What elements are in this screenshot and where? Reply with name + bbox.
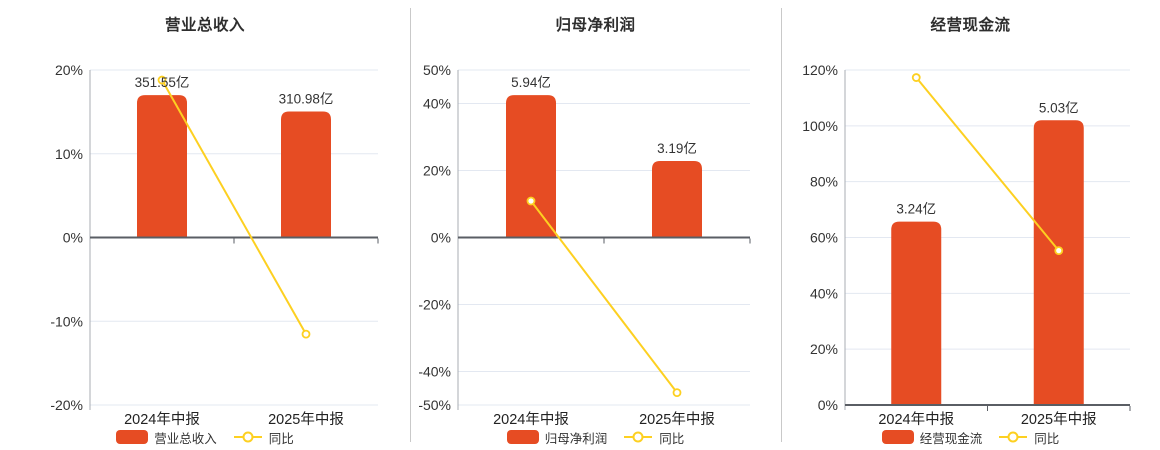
bar-column-1[interactable]: [281, 111, 331, 238]
chart-title-operating-cash-flow: 经营现金流: [930, 17, 1011, 34]
chart-panel-operating-revenue: 营业总收入 20% 10% 0% -10% -20% 351.55亿 310.98亿 2024…: [0, 0, 410, 450]
y-axis-tick-label: -20%: [418, 297, 451, 313]
operating-cash-flow-chart: 120% 100% 80% 60% 40% 20% 0% 3.24亿 5.03亿 2024年中报 2…: [802, 62, 1131, 428]
y-axis-tick-label: 40%: [810, 285, 838, 301]
yoy-point-marker-1[interactable]: [1054, 246, 1064, 256]
yoy-line[interactable]: [915, 76, 1060, 252]
y-axis-tick-label: 0%: [818, 397, 838, 413]
y-axis-tick-label: 40%: [423, 96, 451, 112]
bar-value-label: 3.24亿: [896, 202, 936, 217]
bar-value-label: 5.03亿: [1039, 100, 1079, 115]
chart-legend: 经营现金流 同比: [781, 428, 1160, 446]
y-axis-tick-label: 0%: [63, 230, 83, 246]
x-category-label: 2025年中报: [268, 411, 344, 428]
y-axis-tick-label: 50%: [423, 62, 451, 78]
y-axis-tick-label: 80%: [810, 174, 838, 190]
y-axis-tick-label: 20%: [810, 341, 838, 357]
y-axis-tick-label: -10%: [50, 313, 83, 329]
bar-series-swatch-icon: [506, 430, 539, 444]
legend-line-label: 同比: [1034, 431, 1060, 446]
y-axis-tick-label: 100%: [802, 118, 838, 134]
legend-item-bar[interactable]: 营业总收入: [116, 428, 217, 447]
y-axis-tick-label: -20%: [50, 397, 83, 413]
y-axis-tick-label: 120%: [802, 62, 838, 78]
yoy-point-marker-1[interactable]: [301, 329, 311, 339]
legend-item-line[interactable]: 同比: [233, 428, 294, 447]
legend-item-bar[interactable]: 归母净利润: [506, 428, 608, 447]
y-axis-tick-label: -40%: [418, 364, 451, 380]
x-category-label: 2024年中报: [878, 411, 954, 428]
x-category-label: 2024年中报: [493, 411, 569, 428]
legend-item-line[interactable]: 同比: [998, 428, 1059, 447]
chart-panel-net-profit: 归母净利润 50% 40% 20% 0% -20% -40% -50% 5.94亿 3.19亿 2…: [410, 0, 781, 450]
yoy-point-marker-0[interactable]: [911, 73, 921, 82]
y-axis-tick-label: 20%: [423, 163, 451, 179]
legend-line-label: 同比: [659, 431, 685, 446]
yoy-point-marker-0[interactable]: [157, 75, 167, 85]
bar-value-label: 310.98亿: [279, 92, 334, 107]
x-category-label: 2025年中报: [639, 411, 715, 428]
chart-title-operating-revenue: 营业总收入: [164, 17, 245, 34]
legend-line-label: 同比: [268, 431, 294, 446]
operating-revenue-chart: 20% 10% 0% -10% -20% 351.55亿 310.98亿 2024年中报 202…: [50, 62, 379, 428]
legend-bar-label: 经营现金流: [919, 431, 983, 446]
line-series-marker-icon: [233, 430, 263, 444]
yoy-line[interactable]: [530, 200, 678, 394]
legend-item-line[interactable]: 同比: [623, 428, 684, 447]
chart-title-net-profit: 归母净利润: [555, 17, 636, 34]
chart-legend: 营业总收入 同比: [0, 428, 410, 446]
y-axis-tick-label: 0%: [431, 230, 451, 246]
x-category-label: 2024年中报: [124, 411, 200, 428]
y-axis-tick-label: 20%: [55, 62, 83, 78]
y-axis-tick-label: 10%: [55, 146, 83, 162]
bar-column-1[interactable]: [1033, 120, 1084, 405]
chart-panel-operating-cash-flow: 经营现金流 120% 100% 80% 60% 40% 20% 0% 3.24亿 5.03亿 20…: [781, 0, 1160, 450]
legend-item-bar[interactable]: 经营现金流: [881, 428, 983, 447]
chart-legend: 归母净利润 同比: [410, 428, 781, 446]
bar-column-0[interactable]: [891, 221, 942, 405]
yoy-point-marker-0[interactable]: [526, 196, 536, 206]
legend-bar-label: 营业总收入: [154, 431, 217, 446]
bar-value-label: 3.19亿: [657, 141, 697, 156]
yoy-point-marker-1[interactable]: [672, 388, 682, 398]
line-series-marker-icon: [623, 430, 653, 444]
bar-column-0[interactable]: [506, 95, 556, 238]
y-axis-tick-label: -50%: [418, 397, 451, 413]
bar-series-swatch-icon: [881, 430, 914, 444]
bar-column-0[interactable]: [137, 95, 187, 238]
net-profit-chart: 50% 40% 20% 0% -20% -40% -50% 5.94亿 3.19亿 2024年中报…: [418, 62, 751, 428]
bar-value-label: 5.94亿: [511, 75, 551, 90]
bar-value-label: 351.55亿: [135, 75, 190, 90]
panel-divider: [410, 8, 411, 442]
panel-divider: [781, 8, 782, 442]
line-series-marker-icon: [998, 430, 1028, 444]
yoy-line[interactable]: [161, 79, 307, 335]
x-category-label: 2025年中报: [1021, 411, 1097, 428]
y-axis-tick-label: 60%: [810, 230, 838, 246]
bar-series-swatch-icon: [116, 430, 149, 444]
bar-column-1[interactable]: [652, 161, 702, 238]
legend-bar-label: 归母净利润: [544, 431, 608, 446]
